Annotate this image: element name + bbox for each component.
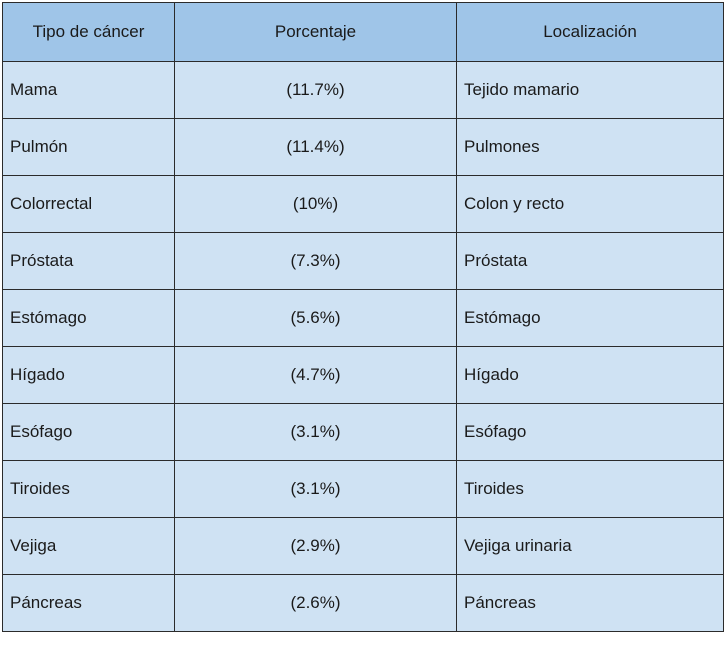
location-cell: Esófago — [456, 403, 724, 461]
table-header: Tipo de cáncer Porcentaje Localización — [2, 2, 724, 62]
cancer-type-cell: Mama — [2, 61, 175, 119]
table-row: Vejiga (2.9%) Vejiga urinaria — [2, 517, 724, 575]
table-row: Colorrectal (10%) Colon y recto — [2, 175, 724, 233]
location-cell: Vejiga urinaria — [456, 517, 724, 575]
location-cell: Hígado — [456, 346, 724, 404]
percentage-cell: (11.4%) — [174, 118, 457, 176]
table-row: Pulmón (11.4%) Pulmones — [2, 118, 724, 176]
header-percentage: Porcentaje — [174, 2, 457, 62]
location-cell: Tiroides — [456, 460, 724, 518]
cancer-type-cell: Hígado — [2, 346, 175, 404]
table-row: Páncreas (2.6%) Páncreas — [2, 574, 724, 632]
header-row: Tipo de cáncer Porcentaje Localización — [2, 2, 724, 62]
location-cell: Tejido mamario — [456, 61, 724, 119]
cancer-table: Tipo de cáncer Porcentaje Localización M… — [2, 2, 724, 632]
cancer-table-container: Tipo de cáncer Porcentaje Localización M… — [2, 2, 724, 632]
percentage-cell: (3.1%) — [174, 460, 457, 518]
cancer-type-cell: Esófago — [2, 403, 175, 461]
cancer-type-cell: Estómago — [2, 289, 175, 347]
cancer-type-cell: Colorrectal — [2, 175, 175, 233]
percentage-cell: (2.6%) — [174, 574, 457, 632]
percentage-cell: (7.3%) — [174, 232, 457, 290]
percentage-cell: (11.7%) — [174, 61, 457, 119]
cancer-type-cell: Vejiga — [2, 517, 175, 575]
location-cell: Estómago — [456, 289, 724, 347]
table-row: Esófago (3.1%) Esófago — [2, 403, 724, 461]
percentage-cell: (2.9%) — [174, 517, 457, 575]
percentage-cell: (3.1%) — [174, 403, 457, 461]
table-row: Estómago (5.6%) Estómago — [2, 289, 724, 347]
cancer-type-cell: Páncreas — [2, 574, 175, 632]
location-cell: Colon y recto — [456, 175, 724, 233]
percentage-cell: (10%) — [174, 175, 457, 233]
location-cell: Pulmones — [456, 118, 724, 176]
percentage-cell: (5.6%) — [174, 289, 457, 347]
table-row: Próstata (7.3%) Próstata — [2, 232, 724, 290]
table-row: Tiroides (3.1%) Tiroides — [2, 460, 724, 518]
table-body: Mama (11.7%) Tejido mamario Pulmón (11.4%) Pu… — [2, 61, 724, 632]
cancer-type-cell: Pulmón — [2, 118, 175, 176]
location-cell: Páncreas — [456, 574, 724, 632]
location-cell: Próstata — [456, 232, 724, 290]
table-row: Mama (11.7%) Tejido mamario — [2, 61, 724, 119]
header-location: Localización — [456, 2, 724, 62]
cancer-type-cell: Tiroides — [2, 460, 175, 518]
percentage-cell: (4.7%) — [174, 346, 457, 404]
cancer-type-cell: Próstata — [2, 232, 175, 290]
header-cancer-type: Tipo de cáncer — [2, 2, 175, 62]
table-row: Hígado (4.7%) Hígado — [2, 346, 724, 404]
